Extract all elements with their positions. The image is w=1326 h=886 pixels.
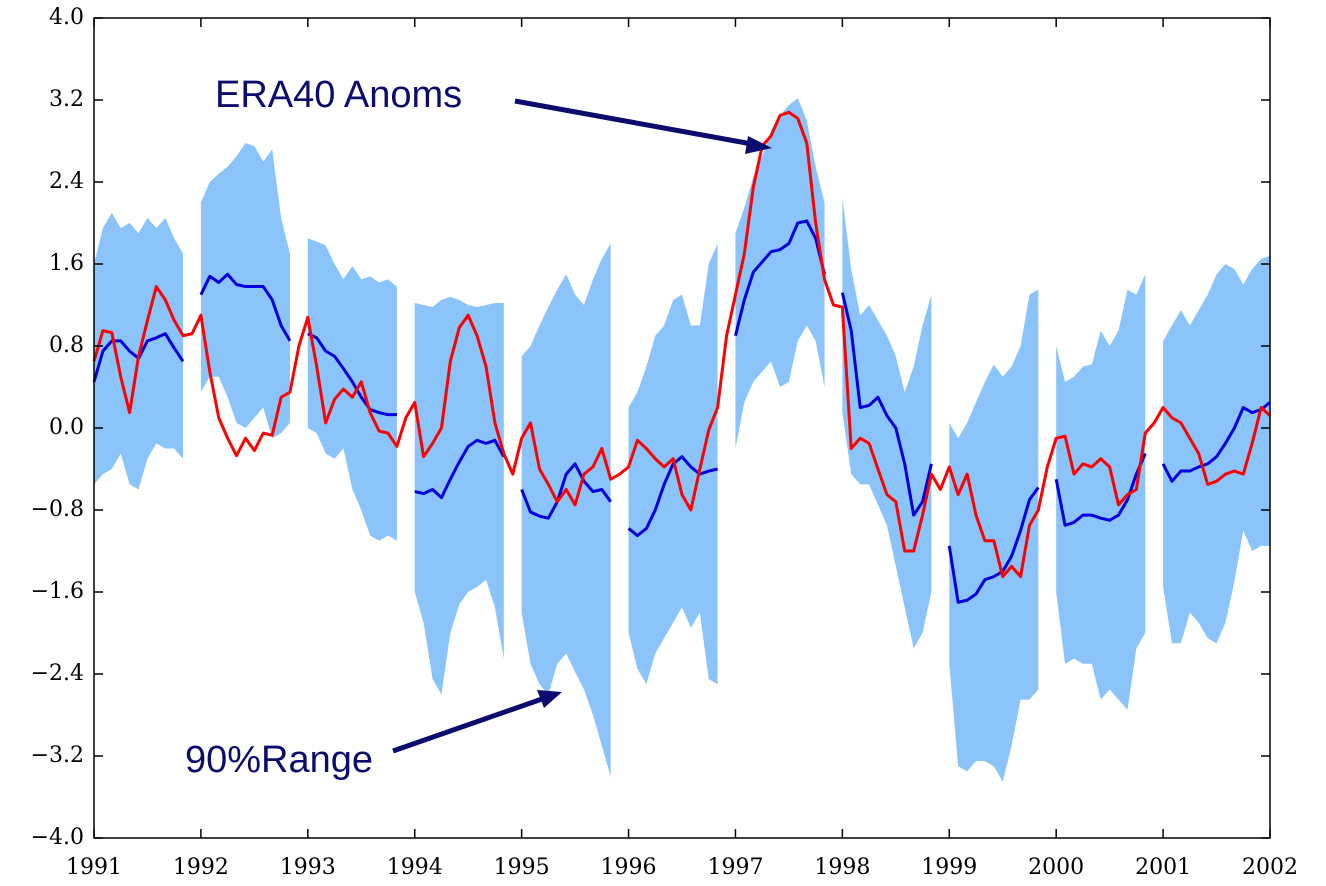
range-band xyxy=(842,197,932,649)
x-tick-label: 2002 xyxy=(1242,855,1298,880)
range-band xyxy=(1056,274,1146,710)
series-line xyxy=(92,110,1272,579)
x-tick-label: 1999 xyxy=(921,855,977,880)
y-tick-label: 0.0 xyxy=(49,415,84,440)
annotation-arrow xyxy=(514,98,753,147)
x-tick-label: 1995 xyxy=(494,855,550,880)
annotation-arrowhead xyxy=(745,136,772,154)
x-tick-label: 1998 xyxy=(814,855,870,880)
y-tick-label: 4.0 xyxy=(49,5,84,30)
annotation: ERA40 Anoms xyxy=(215,74,462,116)
x-tick-label: 1997 xyxy=(707,855,763,880)
x-tick-label: 1993 xyxy=(280,855,336,880)
annotations: ERA40 Anoms 90%Range xyxy=(185,74,772,781)
y-tick-label: −2.4 xyxy=(31,661,84,686)
range-band xyxy=(1163,255,1270,644)
range-band xyxy=(200,143,290,439)
y-tick-label: 2.4 xyxy=(49,169,84,194)
x-tick-label: 1992 xyxy=(173,855,229,880)
x-tick-label: 1996 xyxy=(601,855,657,880)
annotation-arrow xyxy=(392,696,543,754)
y-tick-label: 1.6 xyxy=(49,251,84,276)
x-tick-label: 1991 xyxy=(66,855,122,880)
x-tick-label: 1994 xyxy=(387,855,443,880)
x-tick-label: 2001 xyxy=(1135,855,1191,880)
range-band xyxy=(949,289,1039,782)
y-tick-label: −1.6 xyxy=(31,579,84,604)
y-tick-label: 0.8 xyxy=(49,333,84,358)
range-band xyxy=(414,296,504,695)
ticks: 4.0 3.2 2.4 1.6 0.8 0.0 −0.8 −1.6 −2.4 −3.2 −4.0 19… xyxy=(31,5,1298,880)
range-band xyxy=(735,97,825,449)
annotation: 90%Range xyxy=(185,739,373,781)
y-tick-label: 3.2 xyxy=(49,87,84,112)
range-band xyxy=(521,243,611,777)
y-tick-label: −4.0 xyxy=(31,825,84,850)
annotation-arrowhead xyxy=(537,690,562,708)
y-tick-label: −3.2 xyxy=(31,743,84,768)
range-band xyxy=(307,238,397,541)
y-tick-label: −0.8 xyxy=(31,497,84,522)
plot-area xyxy=(92,97,1272,782)
x-tick-label: 2000 xyxy=(1028,855,1084,880)
